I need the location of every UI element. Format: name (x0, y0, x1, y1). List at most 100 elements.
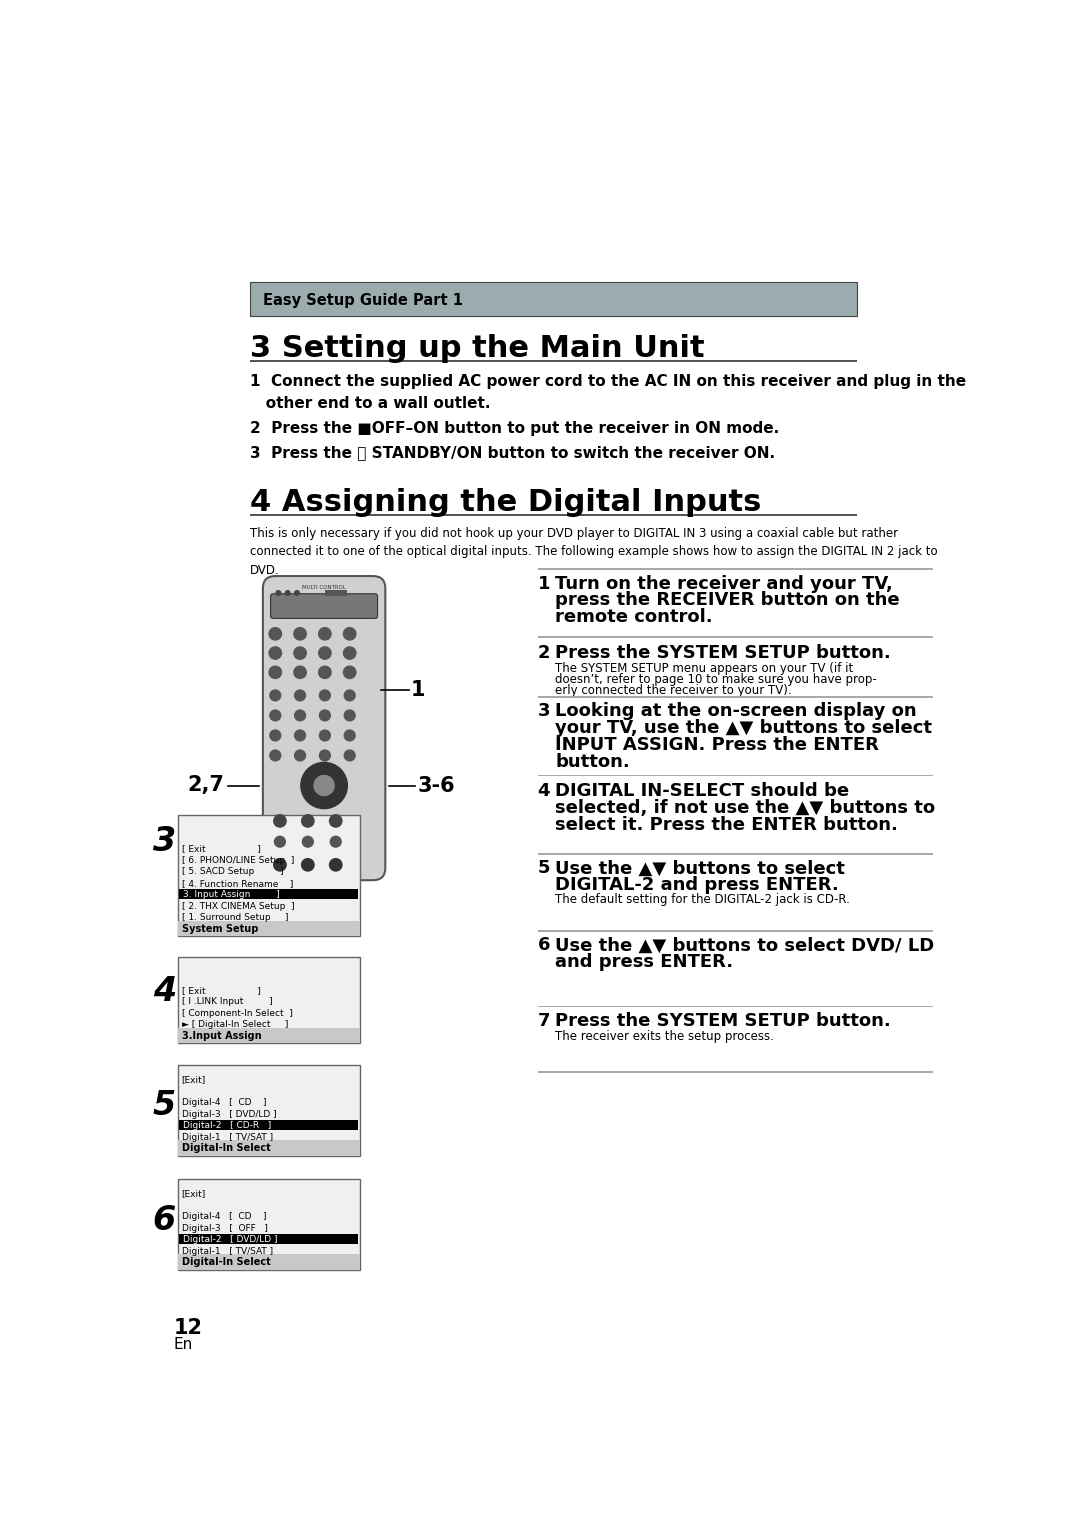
Circle shape (295, 591, 299, 596)
Text: 4 Assigning the Digital Inputs: 4 Assigning the Digital Inputs (249, 489, 761, 518)
Text: Use the ▲▼ buttons to select: Use the ▲▼ buttons to select (555, 859, 845, 877)
Circle shape (343, 646, 356, 659)
Bar (177, 1140, 360, 1155)
Circle shape (343, 666, 356, 678)
Circle shape (269, 666, 282, 678)
Text: 3: 3 (538, 703, 557, 720)
Circle shape (301, 814, 314, 827)
Circle shape (294, 666, 307, 678)
Text: Digital-4   [  CD    ]: Digital-4 [ CD ] (181, 1212, 266, 1221)
Circle shape (329, 859, 342, 871)
Text: selected, if not use the ▲▼ buttons to: selected, if not use the ▲▼ buttons to (555, 799, 935, 817)
Circle shape (294, 646, 307, 659)
Text: DIGITAL IN-SELECT should be: DIGITAL IN-SELECT should be (555, 782, 849, 801)
Bar (538, 931, 933, 932)
Circle shape (320, 691, 330, 701)
Text: DIGITAL-2 and press ENTER.: DIGITAL-2 and press ENTER. (555, 877, 839, 894)
Text: Looking at the on-screen display on: Looking at the on-screen display on (555, 703, 917, 720)
Text: 3. Input Assign         ]: 3. Input Assign ] (183, 891, 280, 900)
Circle shape (301, 762, 348, 808)
Bar (177, 1254, 360, 1270)
Text: 1: 1 (538, 575, 557, 593)
Text: erly connected the receiver to your TV).: erly connected the receiver to your TV). (555, 685, 792, 697)
Text: [ 6. PHONO/LINE Setup  ]: [ 6. PHONO/LINE Setup ] (181, 856, 294, 865)
Text: Digital-1   [ TV/SAT ]: Digital-1 [ TV/SAT ] (181, 1247, 272, 1256)
Circle shape (343, 628, 356, 640)
Circle shape (273, 814, 286, 827)
Circle shape (294, 628, 307, 640)
Text: doesn’t, refer to page 10 to make sure you have prop-: doesn’t, refer to page 10 to make sure y… (555, 672, 877, 686)
Bar (538, 697, 933, 698)
Text: 7: 7 (538, 1012, 557, 1030)
Text: [ Exit                  ]: [ Exit ] (181, 986, 260, 995)
Bar (179, 1235, 359, 1244)
Text: 3 Setting up the Main Unit: 3 Setting up the Main Unit (249, 335, 704, 364)
Text: Digital-4   [  CD    ]: Digital-4 [ CD ] (181, 1099, 266, 1108)
Text: System Setup: System Setup (181, 924, 258, 934)
Text: select it. Press the ENTER button.: select it. Press the ENTER button. (555, 816, 897, 834)
Text: and press ENTER.: and press ENTER. (555, 953, 733, 972)
Circle shape (320, 750, 330, 761)
Circle shape (320, 730, 330, 741)
Bar (177, 1028, 360, 1044)
Bar (538, 636, 933, 637)
FancyBboxPatch shape (271, 594, 378, 619)
Text: 3-6: 3-6 (418, 776, 456, 796)
Bar (538, 853, 933, 854)
Circle shape (285, 591, 291, 596)
Circle shape (295, 711, 306, 721)
Circle shape (269, 628, 282, 640)
Text: MULTI CONTROL: MULTI CONTROL (302, 585, 346, 590)
Bar (177, 814, 360, 937)
Circle shape (276, 591, 281, 596)
Bar (538, 1005, 933, 1007)
Bar (249, 283, 858, 316)
Text: 6: 6 (538, 937, 557, 955)
Text: Digital-1   [ TV/SAT ]: Digital-1 [ TV/SAT ] (181, 1132, 272, 1141)
Text: 4: 4 (538, 782, 557, 801)
Bar (325, 590, 347, 596)
Bar (249, 513, 858, 516)
Bar (177, 1180, 360, 1270)
Circle shape (270, 730, 281, 741)
Text: 3: 3 (153, 825, 176, 859)
Text: 4: 4 (153, 975, 176, 1008)
Text: 2: 2 (538, 643, 557, 662)
Circle shape (329, 814, 342, 827)
Circle shape (301, 859, 314, 871)
Bar (177, 1065, 360, 1155)
Circle shape (269, 646, 282, 659)
Text: INPUT ASSIGN. Press the ENTER: INPUT ASSIGN. Press the ENTER (555, 736, 879, 755)
Text: 6: 6 (153, 1204, 176, 1238)
Circle shape (345, 691, 355, 701)
Circle shape (314, 776, 334, 796)
Text: Digital-2   [ CD-R   ]: Digital-2 [ CD-R ] (183, 1122, 271, 1131)
Text: [Exit]: [Exit] (181, 1076, 206, 1085)
Text: [ 4. Function Rename    ]: [ 4. Function Rename ] (181, 879, 293, 888)
Text: Easy Setup Guide Part 1: Easy Setup Guide Part 1 (262, 293, 463, 309)
Circle shape (270, 750, 281, 761)
Text: The default setting for the DIGITAL-2 jack is CD-R.: The default setting for the DIGITAL-2 ja… (555, 894, 850, 906)
Text: your TV, use the ▲▼ buttons to select: your TV, use the ▲▼ buttons to select (555, 720, 932, 738)
Text: 5: 5 (538, 859, 557, 877)
Text: press the RECEIVER button on the: press the RECEIVER button on the (555, 591, 900, 610)
Circle shape (273, 859, 286, 871)
Bar (179, 889, 359, 900)
Circle shape (270, 711, 281, 721)
FancyBboxPatch shape (262, 576, 386, 880)
Circle shape (319, 628, 332, 640)
Text: 3.Input Assign: 3.Input Assign (181, 1031, 261, 1041)
Text: other end to a wall outlet.: other end to a wall outlet. (249, 396, 490, 411)
Text: Press the SYSTEM SETUP button.: Press the SYSTEM SETUP button. (555, 1012, 891, 1030)
Bar (179, 1120, 359, 1131)
Text: [ Component-In Select  ]: [ Component-In Select ] (181, 1008, 293, 1018)
Text: Digital-In Select: Digital-In Select (181, 1143, 270, 1154)
Text: This is only necessary if you did not hook up your DVD player to DIGITAL IN 3 us: This is only necessary if you did not ho… (249, 527, 937, 576)
Text: 1  Connect the supplied AC power cord to the AC IN on this receiver and plug in : 1 Connect the supplied AC power cord to … (249, 374, 966, 390)
Circle shape (302, 836, 313, 847)
Text: Digital-In Select: Digital-In Select (181, 1258, 270, 1267)
Text: The receiver exits the setup process.: The receiver exits the setup process. (555, 1030, 774, 1044)
Text: [ 1. Surround Setup     ]: [ 1. Surround Setup ] (181, 914, 288, 923)
Circle shape (345, 750, 355, 761)
Text: Turn on the receiver and your TV,: Turn on the receiver and your TV, (555, 575, 893, 593)
